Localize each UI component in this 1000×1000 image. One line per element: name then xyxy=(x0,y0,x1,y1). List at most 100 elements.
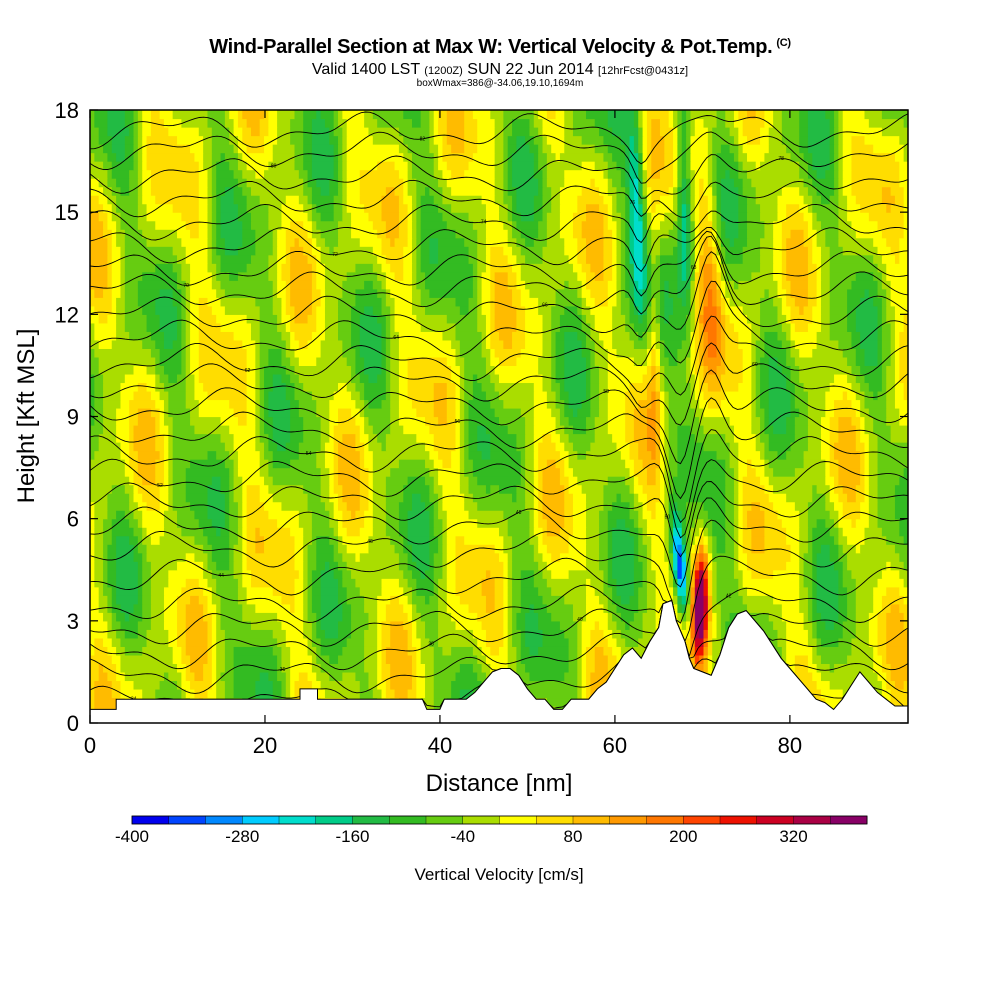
velocity-cell xyxy=(124,280,139,290)
velocity-cell xyxy=(699,535,705,545)
velocity-cell xyxy=(646,331,652,341)
velocity-cell xyxy=(703,271,713,281)
velocity-cell xyxy=(220,527,230,537)
velocity-cell xyxy=(529,646,539,656)
velocity-cell xyxy=(242,603,256,613)
velocity-cell xyxy=(90,510,95,520)
velocity-cell xyxy=(559,382,565,392)
velocity-cell xyxy=(894,339,900,349)
velocity-cell xyxy=(451,169,465,179)
velocity-cell xyxy=(259,433,269,443)
velocity-cell xyxy=(211,620,217,630)
velocity-cell xyxy=(211,127,230,137)
velocity-cell xyxy=(720,322,726,332)
velocity-cell xyxy=(668,433,678,443)
velocity-cell xyxy=(377,629,383,639)
velocity-cell xyxy=(398,229,409,239)
velocity-cell xyxy=(290,322,317,332)
velocity-cell xyxy=(551,195,561,205)
velocity-cell xyxy=(464,144,478,154)
velocity-cell xyxy=(329,407,339,418)
velocity-cell xyxy=(799,161,809,171)
velocity-cell xyxy=(703,629,709,639)
velocity-cell xyxy=(216,169,235,179)
velocity-cell xyxy=(738,552,748,562)
velocity-cell xyxy=(807,637,818,647)
velocity-cell xyxy=(242,518,248,528)
velocity-cell xyxy=(137,484,161,494)
velocity-cell xyxy=(446,544,457,554)
velocity-cell xyxy=(150,118,165,128)
velocity-cell xyxy=(438,544,444,554)
velocity-cell xyxy=(538,620,561,630)
velocity-cell xyxy=(429,561,435,571)
velocity-cell xyxy=(599,552,609,562)
velocity-cell xyxy=(416,237,422,247)
velocity-cell xyxy=(812,161,831,171)
velocity-cell xyxy=(620,212,626,222)
velocity-cell xyxy=(629,501,635,511)
velocity-cell xyxy=(90,118,95,128)
velocity-cell xyxy=(520,654,570,664)
velocity-cell xyxy=(546,212,561,222)
velocity-cell xyxy=(590,365,600,375)
velocity-cell xyxy=(747,603,783,613)
velocity-cell xyxy=(768,135,783,145)
velocity-cell xyxy=(155,399,165,409)
velocity-cell xyxy=(842,246,879,256)
velocity-cell xyxy=(655,399,661,409)
velocity-cell xyxy=(529,527,535,537)
velocity-cell xyxy=(559,450,570,460)
velocity-cell xyxy=(903,595,908,605)
velocity-cell xyxy=(494,169,504,179)
velocity-cell xyxy=(290,416,304,426)
velocity-cell xyxy=(716,254,722,264)
velocity-cell xyxy=(181,297,187,307)
velocity-cell xyxy=(477,314,487,324)
velocity-cell xyxy=(163,586,182,596)
velocity-cell xyxy=(320,569,335,579)
velocity-cell xyxy=(516,646,522,656)
velocity-cell xyxy=(742,501,752,511)
velocity-cell xyxy=(90,637,95,647)
velocity-cell xyxy=(807,425,822,435)
velocity-cell xyxy=(90,680,95,690)
velocity-cell xyxy=(198,348,248,358)
velocity-cell xyxy=(333,501,339,511)
velocity-cell xyxy=(538,493,544,503)
velocity-cell xyxy=(847,595,857,605)
velocity-cell xyxy=(781,135,800,145)
velocity-cell xyxy=(716,544,726,554)
velocity-cell xyxy=(333,433,343,443)
velocity-cell xyxy=(781,220,809,230)
velocity-cell xyxy=(838,578,844,588)
velocity-cell xyxy=(842,186,853,196)
valid-time-utc: (1200Z) xyxy=(424,65,463,77)
velocity-cell xyxy=(307,169,313,179)
velocity-cell xyxy=(411,629,417,639)
velocity-cell xyxy=(433,510,439,520)
velocity-cell xyxy=(216,629,226,639)
velocity-cell xyxy=(725,229,739,239)
velocity-cell xyxy=(646,263,652,273)
velocity-cell xyxy=(398,552,409,562)
velocity-cell xyxy=(533,578,548,588)
velocity-cell xyxy=(773,620,787,630)
velocity-cell xyxy=(620,305,631,315)
velocity-cell xyxy=(581,305,591,315)
velocity-cell xyxy=(468,484,487,494)
velocity-cell xyxy=(242,552,248,562)
velocity-cell xyxy=(290,271,313,281)
velocity-cell xyxy=(799,569,805,579)
velocity-cell xyxy=(507,586,513,596)
velocity-cell xyxy=(264,365,287,375)
velocity-cell xyxy=(290,288,313,298)
velocity-cell xyxy=(111,680,122,690)
velocity-cell xyxy=(181,305,187,315)
velocity-cell xyxy=(146,501,161,511)
velocity-cell xyxy=(464,118,478,128)
velocity-cell xyxy=(290,688,296,699)
velocity-cell xyxy=(594,654,609,664)
velocity-cell xyxy=(664,544,670,554)
velocity-cell xyxy=(207,212,213,222)
